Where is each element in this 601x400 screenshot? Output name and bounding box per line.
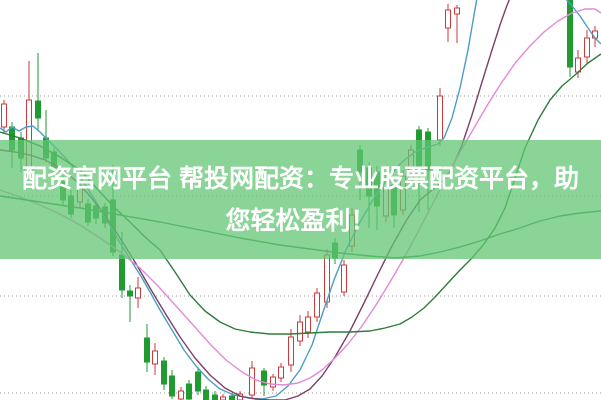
candle-body xyxy=(229,395,235,400)
ma-fast-cyan xyxy=(565,0,601,45)
candle-body xyxy=(161,360,167,385)
candle-body xyxy=(144,337,150,363)
candle-body xyxy=(567,0,573,68)
candle-body xyxy=(169,375,175,397)
candle-body xyxy=(135,287,141,299)
candle-body xyxy=(261,370,267,386)
candle-body xyxy=(178,390,184,400)
candle-body xyxy=(454,7,460,15)
candle-body xyxy=(119,254,125,291)
candle-body xyxy=(270,376,276,388)
candle-body xyxy=(341,264,347,293)
promo-banner-overlay: 配资官网平台 帮投网配资：专业股票配资平台，助 您轻松盈利！ xyxy=(0,140,601,259)
candle-body xyxy=(278,366,284,379)
candle-body xyxy=(212,394,218,400)
candle-body xyxy=(314,292,320,318)
banner-title-line2: 您轻松盈利！ xyxy=(225,206,376,235)
candle-body xyxy=(249,367,255,396)
candle-body xyxy=(297,321,303,342)
candle-body xyxy=(127,290,133,297)
banner-title-line1: 配资官网平台 帮投网配资：专业股票配资平台，助 xyxy=(22,164,579,193)
candle-body xyxy=(288,336,294,366)
candle-body xyxy=(584,37,590,58)
candle-body xyxy=(437,95,443,141)
ma-slow-magenta xyxy=(0,8,601,386)
candle-body xyxy=(35,100,41,119)
candle-body xyxy=(195,371,201,392)
candle-body xyxy=(203,389,209,400)
candle-body xyxy=(1,103,7,128)
candle-body xyxy=(305,316,311,333)
candle-body xyxy=(445,9,451,29)
candle-body xyxy=(152,350,158,365)
candle-body xyxy=(186,383,192,400)
candle-body xyxy=(220,396,226,400)
